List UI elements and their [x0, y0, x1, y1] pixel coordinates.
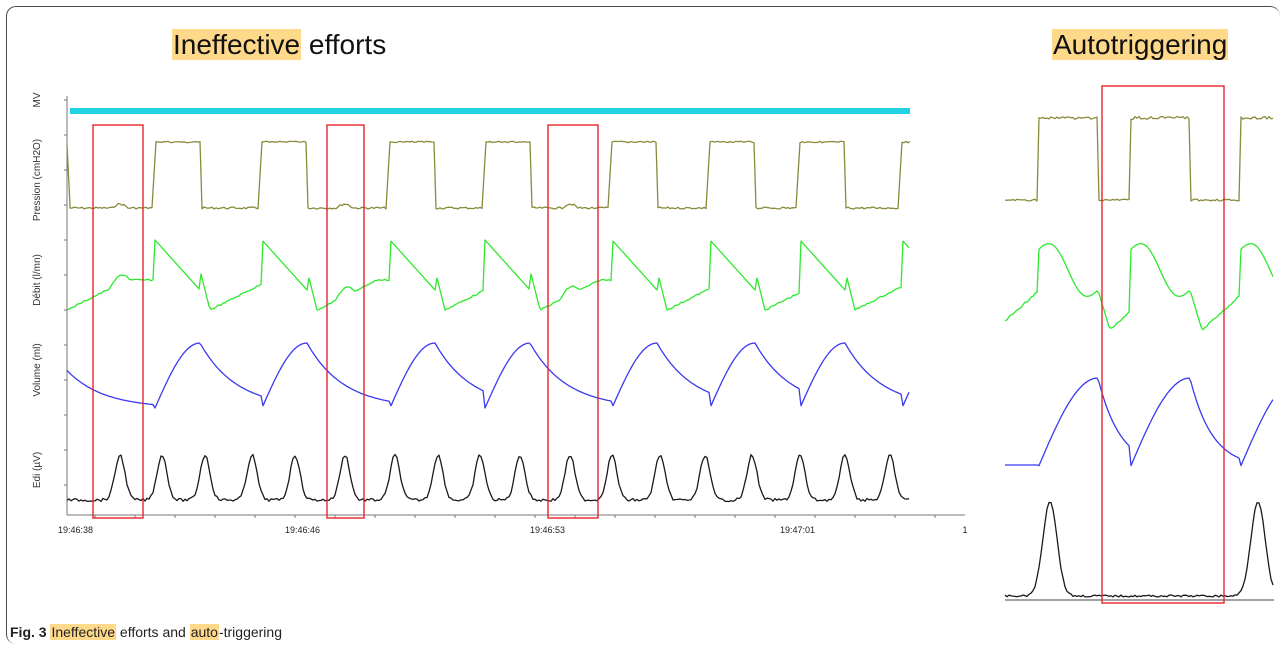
x-tick-label: 19:47:01	[780, 525, 815, 535]
right-panel-traces	[1004, 115, 1274, 601]
right-edi-trace	[1004, 501, 1274, 598]
ineffective-efforts-heading: Ineffective efforts	[172, 29, 387, 60]
highlight-boxes	[92, 85, 1225, 604]
channel-label: Volume (ml)	[32, 343, 43, 396]
heading-highlight: Ineffective	[172, 29, 302, 60]
left-panel-axes: MV Pression (cmH2O) Débit (l/mn) Volume (ml…	[32, 92, 968, 535]
x-tick-label: 19:46:46	[285, 525, 320, 535]
channel-label: MV	[32, 92, 43, 107]
heading-highlight-right: Autotriggering	[1052, 29, 1229, 60]
caption-end: -triggering	[218, 624, 282, 640]
edi-trace	[66, 453, 910, 503]
figure-caption: Fig. 3 Ineffective efforts and auto-trig…	[10, 624, 282, 640]
autotriggering-heading: Autotriggering	[1052, 29, 1229, 60]
volume-trace	[66, 342, 910, 409]
channel-label: Débit (l/mn)	[32, 254, 43, 306]
left-panel-traces	[66, 108, 911, 503]
highlight-window	[92, 124, 144, 519]
highlight-window	[326, 124, 365, 519]
x-tick-label: 1	[962, 525, 967, 535]
figure-frame	[6, 6, 1280, 644]
x-tick-label: 19:46:38	[58, 525, 93, 535]
highlight-window	[547, 124, 599, 519]
flow-trace	[66, 239, 910, 311]
pressure-trace	[66, 140, 911, 210]
caption-label: Fig. 3	[10, 624, 47, 640]
right-flow-trace	[1004, 242, 1274, 331]
heading-rest: efforts	[301, 29, 387, 60]
right-pressure-trace	[1004, 115, 1274, 202]
caption-highlight-2: auto	[189, 624, 219, 640]
channel-label: Pression (cmH2O)	[32, 139, 43, 221]
highlight-window	[1101, 85, 1225, 604]
x-tick-label: 19:46:53	[530, 525, 565, 535]
caption-highlight-1: Ineffective	[50, 624, 117, 640]
caption-mid: efforts and	[116, 624, 190, 640]
right-volume-trace	[1005, 377, 1274, 467]
channel-label: Edi (µV)	[32, 452, 43, 488]
